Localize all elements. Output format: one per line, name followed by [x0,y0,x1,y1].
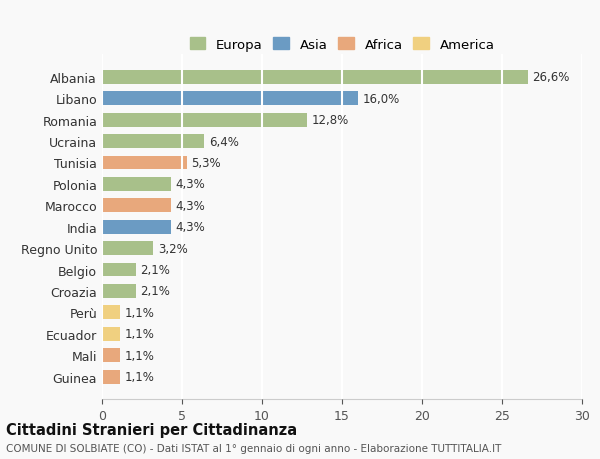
Text: 5,3%: 5,3% [191,157,221,170]
Bar [102,306,119,319]
Bar [102,220,171,234]
Text: Cittadini Stranieri per Cittadinanza: Cittadini Stranieri per Cittadinanza [6,422,297,437]
Bar [102,199,171,213]
Bar [102,284,136,298]
Bar [102,370,119,384]
Text: 4,3%: 4,3% [176,199,205,213]
Text: 6,4%: 6,4% [209,135,239,148]
Legend: Europa, Asia, Africa, America: Europa, Asia, Africa, America [185,34,499,56]
Bar [102,135,205,149]
Bar [102,113,307,127]
Bar [102,241,153,256]
Text: 1,1%: 1,1% [124,370,154,383]
Text: COMUNE DI SOLBIATE (CO) - Dati ISTAT al 1° gennaio di ogni anno - Elaborazione T: COMUNE DI SOLBIATE (CO) - Dati ISTAT al … [6,443,502,453]
Bar [102,71,527,84]
Text: 2,1%: 2,1% [140,285,170,298]
Text: 4,3%: 4,3% [176,178,205,191]
Bar [102,348,119,362]
Bar [102,263,136,277]
Text: 16,0%: 16,0% [363,93,400,106]
Text: 2,1%: 2,1% [140,263,170,276]
Bar [102,156,187,170]
Text: 1,1%: 1,1% [124,349,154,362]
Bar [102,92,358,106]
Text: 4,3%: 4,3% [176,221,205,234]
Bar [102,327,119,341]
Text: 12,8%: 12,8% [311,114,349,127]
Text: 3,2%: 3,2% [158,242,188,255]
Text: 1,1%: 1,1% [124,306,154,319]
Text: 1,1%: 1,1% [124,328,154,341]
Text: 26,6%: 26,6% [532,71,570,84]
Bar [102,178,171,191]
